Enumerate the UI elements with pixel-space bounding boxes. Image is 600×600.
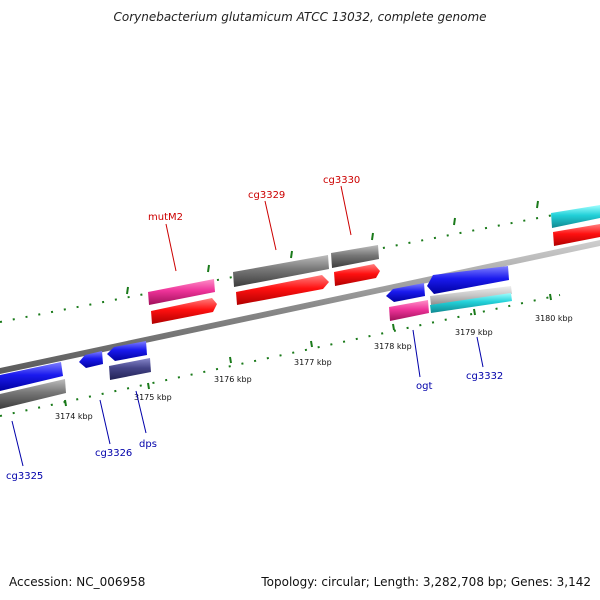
gene-cg3325-gray[interactable] xyxy=(0,379,66,409)
gene-label-cg3329[interactable]: cg3329 xyxy=(248,190,285,201)
gene-cg3332-lightgray[interactable] xyxy=(430,286,512,305)
gene-ogt-pink[interactable] xyxy=(389,300,429,321)
scale-label-3174: 3174 kbp xyxy=(55,412,93,421)
forward-gene-tracks xyxy=(148,205,600,324)
gene-mutM2-pink[interactable] xyxy=(148,279,215,305)
inner-scale-major-ticks xyxy=(64,293,552,407)
gene-cg3330-red[interactable] xyxy=(334,264,380,286)
gene-label-cg3326[interactable]: cg3326 xyxy=(95,448,132,459)
accession-text: Accession: NC_006958 xyxy=(9,575,146,589)
gene-cg3329-gray[interactable] xyxy=(233,255,329,287)
reverse-label-leaders xyxy=(11,329,484,467)
gene-label-dps[interactable]: dps xyxy=(139,439,157,450)
gene-cg3326-blue[interactable] xyxy=(79,351,103,368)
gene-mutM2-red[interactable] xyxy=(151,298,217,324)
reverse-gene-tracks xyxy=(0,266,512,409)
forward-label-leaders xyxy=(165,185,352,272)
gene-dps-slate[interactable] xyxy=(109,358,151,380)
scale-label-3175: 3175 kbp xyxy=(134,393,172,402)
gene-cg3332-cyan[interactable] xyxy=(430,293,512,313)
gene-dps-blue[interactable] xyxy=(107,341,147,361)
gene-label-mutM2[interactable]: mutM2 xyxy=(148,212,183,223)
gene-cg3325-blue[interactable] xyxy=(0,362,63,391)
scale-label-3177: 3177 kbp xyxy=(294,358,332,367)
gene-label-cg3332[interactable]: cg3332 xyxy=(466,371,503,382)
inner-scale-dots xyxy=(0,294,561,417)
gene-label-ogt[interactable]: ogt xyxy=(416,381,432,392)
gene-cg3332-blue[interactable] xyxy=(427,266,509,294)
gene-label-cg3330[interactable]: cg3330 xyxy=(323,175,360,186)
scale-label-3178: 3178 kbp xyxy=(374,342,412,351)
gene-ogt-blue[interactable] xyxy=(386,283,425,302)
outer-scale-major-ticks xyxy=(126,200,539,295)
gene-label-cg3325[interactable]: cg3325 xyxy=(6,471,43,482)
gene-right-red[interactable] xyxy=(553,224,600,246)
scale-label-3180: 3180 kbp xyxy=(535,314,573,323)
scale-label-3176: 3176 kbp xyxy=(214,375,252,384)
map-title: Corynebacterium glutamicum ATCC 13032, c… xyxy=(113,10,487,24)
gene-right-cyan[interactable] xyxy=(551,205,600,228)
gene-cg3329-red[interactable] xyxy=(236,275,329,305)
genome-stats-text: Topology: circular; Length: 3,282,708 bp… xyxy=(261,575,591,589)
gene-cg3330-gray[interactable] xyxy=(331,245,379,268)
scale-label-3179: 3179 kbp xyxy=(455,328,493,337)
